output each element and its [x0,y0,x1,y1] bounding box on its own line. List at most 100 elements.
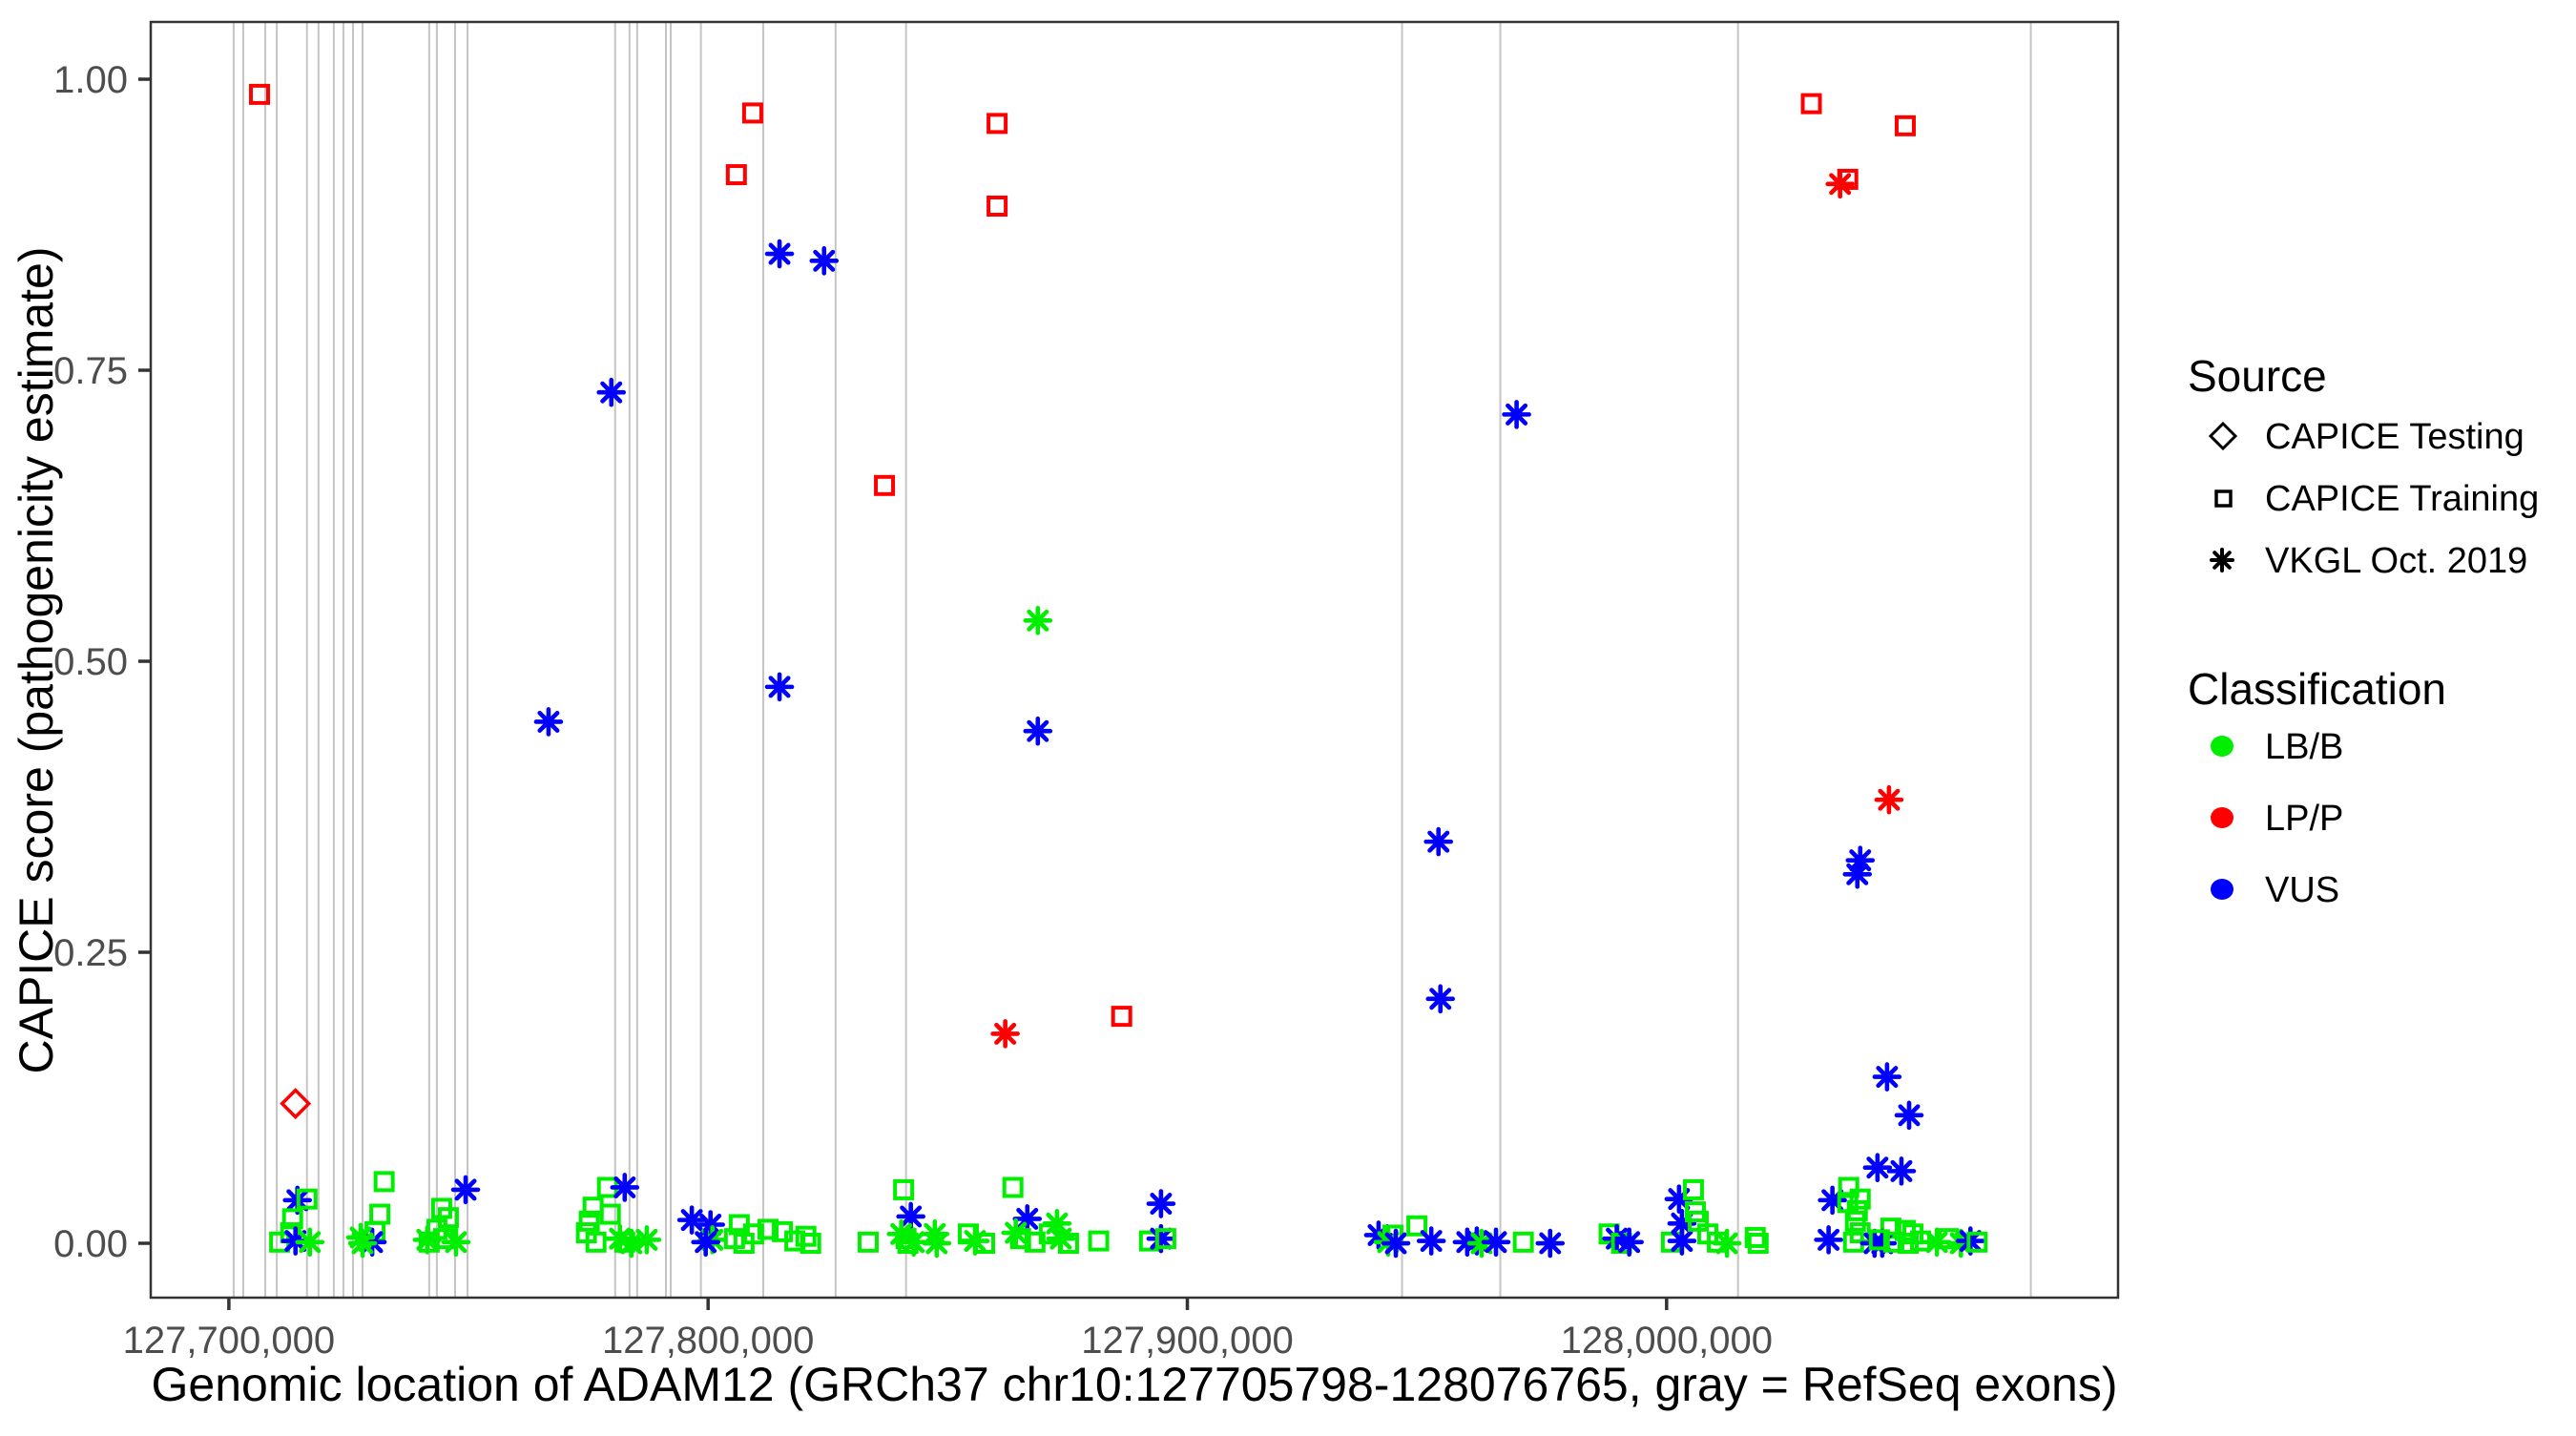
data-point-asterisk [1001,1217,1030,1248]
data-point-square [1844,1210,1866,1232]
x-axis-title: Genomic location of ADAM12 (GRCh37 chr10… [152,1358,2118,1411]
data-point-square [373,1171,395,1193]
data-point-asterisk [696,1210,726,1239]
data-point-asterisk [1667,1226,1697,1256]
x-tick-label: 127,900,000 [1081,1320,1293,1362]
data-point-asterisk [1416,1226,1446,1256]
legend-item-capice-training: CAPICE Training [2265,479,2539,519]
data-point-asterisk [1842,859,1873,889]
data-point-asterisk [676,1205,707,1235]
data-point-square [437,1207,459,1229]
data-point-asterisk [922,1228,952,1259]
legend-item-vkgl: VKGL Oct. 2019 [2265,541,2527,581]
data-point-square [1088,1230,1110,1252]
data-point-asterisk [1825,169,1855,199]
data-point-square [1406,1215,1428,1237]
data-point-asterisk [1945,1228,1976,1259]
legend-item-vus: VUS [2265,870,2339,910]
data-point-square [578,1210,600,1232]
data-point-asterisk [1614,1227,1644,1258]
data-point-asterisk [1886,1156,1917,1186]
data-point-square [1747,1233,1769,1255]
data-point-asterisk [1922,1227,1952,1258]
data-point-asterisk [1818,1185,1847,1216]
data-point-square [725,164,747,186]
diamond-icon [2208,421,2238,451]
data-point-square [281,1208,303,1230]
lbb-color-dot-icon [2211,736,2233,757]
data-point-asterisk [1667,1208,1697,1238]
data-points-layer [249,83,1988,1259]
x-tick-label: 128,000,000 [1561,1320,1773,1362]
data-point-asterisk [1146,1223,1176,1254]
data-point-square [857,1231,879,1253]
data-point-square [1868,1229,1890,1251]
data-point-asterisk [1874,784,1904,815]
y-axis-title: CAPICE score (pathogenicity estimate) [10,246,63,1073]
legend-item-lpp: LP/P [2265,799,2343,839]
data-point-asterisk [1862,1153,1893,1183]
square-icon [2214,489,2233,508]
data-point-square [1882,1231,1904,1253]
data-point-square [1849,1188,1871,1210]
data-point-square [1894,114,1916,136]
data-point-asterisk [1423,826,1454,857]
data-point-square [599,1203,621,1225]
data-point-square [1154,1228,1176,1250]
data-point-square [874,474,896,496]
data-point-asterisk [899,1227,928,1258]
data-point-asterisk [1664,1184,1694,1214]
data-point-square [296,1188,318,1210]
data-point-asterisk [533,707,564,737]
data-point-asterisk [280,1226,310,1256]
data-point-square [1838,1176,1859,1198]
y-axis-ticks: 0.00 0.25 0.50 0.75 1.00 [53,59,151,1265]
panel-border [149,20,2120,1300]
data-point-asterisk [605,1223,635,1254]
data-point-asterisk [697,1225,728,1255]
data-point-asterisk [1381,1228,1411,1259]
data-point-asterisk [610,1173,640,1202]
legend-classification: Classification LB/B LP/P VUS [2188,664,2446,910]
data-point-square [1966,1231,1988,1253]
data-point-asterisk [1466,1228,1497,1259]
data-point-square [742,1223,764,1245]
data-point-square [585,1231,607,1253]
data-point-asterisk [1425,984,1456,1014]
data-point-asterisk [1535,1228,1566,1259]
data-point-square [1002,1176,1024,1198]
x-tick-label: 127,800,000 [602,1320,814,1362]
y-tick-label: 1.00 [53,59,128,101]
legend-source: Source CAPICE Testing CAPICE Training VK… [2188,351,2539,581]
data-point-asterisk [347,1228,378,1259]
y-tick-label: 0.00 [53,1223,128,1265]
data-point-square [974,1233,996,1255]
data-point-asterisk [809,246,840,276]
y-tick-label: 0.50 [53,641,128,683]
refseq-exon-lines [232,23,2032,1297]
data-point-asterisk [1872,1062,1902,1092]
data-point-square [1512,1231,1534,1253]
data-point-asterisk [896,1201,925,1232]
data-point-asterisk [412,1225,443,1255]
data-point-diamond [280,1088,312,1120]
legend-source-title: Source [2188,351,2327,401]
data-point-asterisk [616,1228,647,1259]
legend-item-lbb: LB/B [2265,727,2343,767]
data-point-square [1744,1226,1766,1248]
legend-classification-title: Classification [2188,664,2446,714]
data-point-asterisk [1481,1227,1511,1258]
data-point-square [1009,1228,1031,1250]
asterisk-icon [2210,548,2234,572]
data-point-asterisk [1712,1228,1742,1259]
data-point-asterisk [1023,606,1053,635]
data-point-square [1682,1178,1704,1200]
data-point-square [987,196,1008,218]
data-point-asterisk [1023,716,1053,746]
data-point-square [1800,93,1822,114]
data-point-square [1057,1233,1079,1255]
data-point-asterisk [632,1225,662,1255]
data-point-asterisk [441,1227,471,1258]
data-point-square [741,102,763,124]
